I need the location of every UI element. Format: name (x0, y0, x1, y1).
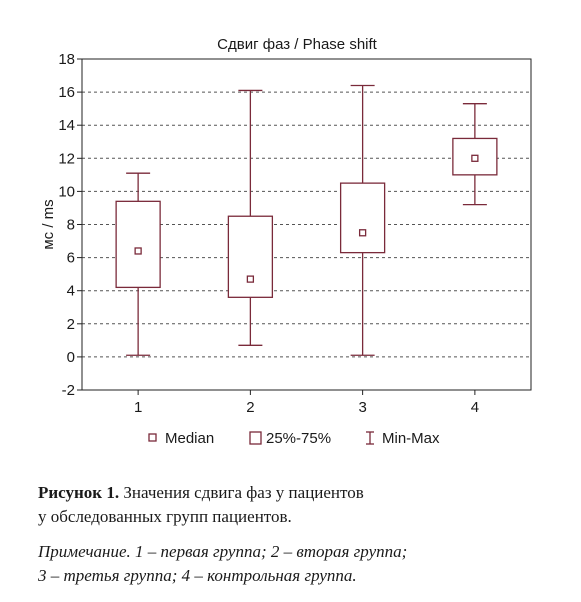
y-tick-label: -2 (62, 382, 75, 399)
x-tick-label: 1 (134, 399, 142, 416)
boxplot-2 (227, 89, 274, 346)
x-tick-label: 4 (471, 399, 479, 416)
boxplot-3 (339, 84, 386, 356)
y-tick-label: 12 (58, 150, 75, 167)
box-layer (115, 84, 498, 356)
legend: Median 25%-75% Min-Max (148, 430, 440, 447)
caption-text-line1: Значения сдвига фаз у пациентов (119, 483, 364, 502)
legend-median-symbol (148, 433, 157, 442)
legend-box-label: 25%-75% (266, 430, 331, 447)
y-tick-label: 8 (67, 217, 75, 234)
y-ticks: 18 16 14 12 10 8 6 4 2 0 -2 (58, 51, 82, 399)
boxplot-4 (452, 103, 498, 206)
y-tick-label: 4 (67, 283, 75, 300)
median-marker (246, 275, 255, 283)
x-ticks: 1 2 3 4 (134, 390, 479, 416)
y-axis-label: мс / ms (40, 199, 57, 249)
y-tick-label: 16 (58, 84, 75, 101)
caption-text-line2: у обследованных групп пациентов. (38, 507, 292, 526)
x-tick-label: 2 (246, 399, 254, 416)
note-line1: Примечание. 1 – первая группа; 2 – втора… (38, 542, 408, 561)
legend-whisker-label: Min-Max (382, 430, 440, 447)
quartile-box (339, 182, 386, 254)
legend-median-label: Median (165, 430, 214, 447)
quartile-box (115, 200, 161, 289)
legend-item-quartiles: 25%-75% (249, 430, 331, 447)
chart-title: Сдвиг фаз / Phase shift (217, 36, 378, 53)
figure-note: Примечание. 1 – первая группа; 2 – втора… (38, 540, 558, 588)
note-line2: 3 – третья группа; 4 – контрольная групп… (38, 566, 357, 585)
median-marker (358, 229, 367, 237)
y-tick-label: 14 (58, 117, 75, 134)
y-tick-label: 2 (67, 316, 75, 333)
quartile-box (452, 137, 498, 176)
figure-caption: Рисунок 1. Значения сдвига фаз у пациент… (38, 481, 558, 529)
figure-label: Рисунок 1. (38, 483, 120, 502)
median-marker (134, 247, 142, 255)
y-tick-label: 10 (58, 183, 75, 200)
quartile-box (227, 215, 274, 298)
y-tick-label: 6 (67, 250, 75, 267)
legend-whisker-symbol (366, 431, 374, 445)
x-tick-label: 3 (358, 399, 366, 416)
boxplot-1 (115, 172, 161, 356)
legend-item-minmax: Min-Max (366, 430, 440, 447)
chart-svg: Сдвиг фаз / Phase shift 181614121086420-… (40, 36, 532, 447)
legend-box-symbol (249, 431, 262, 445)
legend-item-median: Median (148, 430, 214, 447)
y-tick-label: 0 (67, 349, 75, 366)
median-marker (471, 154, 479, 162)
y-tick-label: 18 (58, 51, 75, 68)
